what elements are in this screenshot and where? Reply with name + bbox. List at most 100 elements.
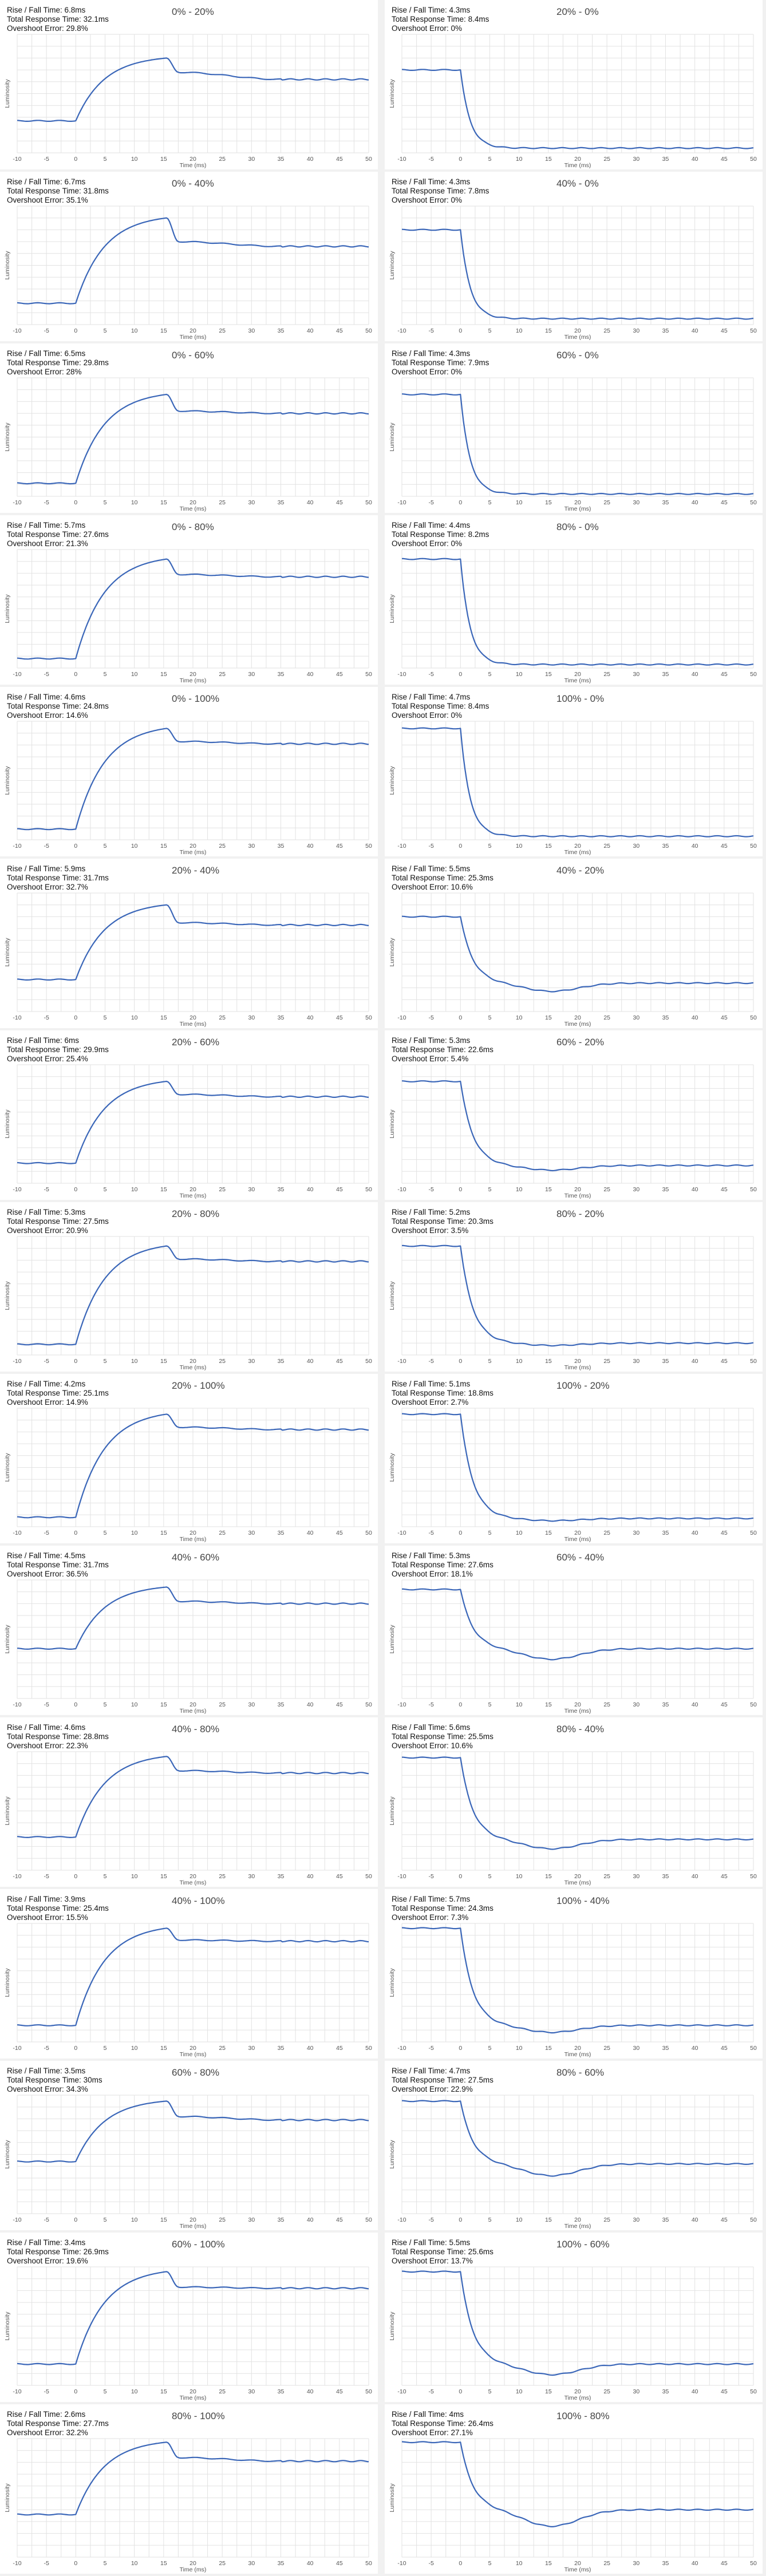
chart-title: 0% - 20% bbox=[172, 6, 214, 17]
total-response-time: Total Response Time: 8.4ms bbox=[392, 702, 489, 710]
x-tick-label: -10 bbox=[397, 1014, 406, 1021]
x-tick-label: 45 bbox=[336, 1873, 343, 1880]
x-tick-label: 20 bbox=[574, 2560, 581, 2567]
x-tick-label: -10 bbox=[397, 1358, 406, 1365]
x-tick-label: -10 bbox=[13, 671, 21, 678]
x-tick-label: 25 bbox=[603, 1186, 610, 1193]
chart-panel: Rise / Fall Time: 3.9ms Total Response Ti… bbox=[0, 1889, 378, 2059]
overshoot-error: Overshoot Error: 0% bbox=[392, 196, 463, 204]
rise-fall-time: Rise / Fall Time: 6ms bbox=[7, 1036, 80, 1045]
x-tick-label: 10 bbox=[131, 2388, 138, 2395]
series-line bbox=[401, 2270, 754, 2376]
x-axis-label: Time (ms) bbox=[180, 677, 207, 684]
x-tick-label: 25 bbox=[219, 1014, 226, 1021]
overshoot-error: Overshoot Error: 28% bbox=[7, 368, 82, 376]
total-response-time: Total Response Time: 25.6ms bbox=[392, 2247, 493, 2256]
chart-title: 40% - 80% bbox=[172, 1724, 220, 1735]
line-chart: -10 -5 0 5 10 15 20 25 30 35 40 45 50 Time (ms) Lumino… bbox=[389, 2095, 757, 2230]
y-axis-label: Luminosity bbox=[4, 594, 11, 623]
x-tick-label: 5 bbox=[104, 1186, 107, 1193]
chart-title: 60% - 80% bbox=[172, 2067, 220, 2078]
x-tick-label: 15 bbox=[545, 1014, 552, 1021]
line-chart: -10 -5 0 5 10 15 20 25 30 35 40 45 50 Time (ms) Lumino… bbox=[389, 2266, 757, 2401]
chart-title: 80% - 40% bbox=[556, 1724, 605, 1735]
x-tick-label: 15 bbox=[545, 1701, 552, 1708]
stats-block: Rise / Fall Time: 3.5ms Total Response Ti… bbox=[7, 2067, 102, 2094]
chart-title: 80% - 20% bbox=[556, 1208, 605, 1219]
x-tick-label: 5 bbox=[104, 671, 107, 678]
total-response-time: Total Response Time: 31.7ms bbox=[7, 874, 109, 882]
overshoot-error: Overshoot Error: 18.1% bbox=[392, 1570, 473, 1578]
stats-block: Rise / Fall Time: 4.3ms Total Response Ti… bbox=[392, 177, 489, 205]
x-tick-label: 25 bbox=[603, 1358, 610, 1365]
x-tick-label: 30 bbox=[633, 671, 639, 678]
x-tick-label: 35 bbox=[662, 2560, 669, 2567]
line-chart: -10 -5 0 5 10 15 20 25 30 35 40 45 50 Time (ms) Lumino… bbox=[389, 721, 757, 856]
x-tick-label: 50 bbox=[365, 156, 372, 163]
x-axis-label: Time (ms) bbox=[564, 1192, 591, 1199]
x-tick-label: 50 bbox=[750, 499, 757, 506]
x-tick-label: 5 bbox=[488, 2388, 492, 2395]
chart-panel: Rise / Fall Time: 3.4ms Total Response Ti… bbox=[0, 2233, 378, 2402]
x-tick-label: 40 bbox=[692, 2217, 698, 2223]
x-tick-label: 45 bbox=[721, 2560, 728, 2567]
chart-panel: Rise / Fall Time: 5.1ms Total Response Ti… bbox=[385, 1374, 763, 1543]
x-tick-label: 5 bbox=[104, 156, 107, 163]
overshoot-error: Overshoot Error: 36.5% bbox=[7, 1570, 88, 1578]
series-line bbox=[17, 1756, 369, 1838]
x-tick-label: 0 bbox=[459, 156, 462, 163]
series-line bbox=[17, 2271, 369, 2365]
x-tick-label: 15 bbox=[545, 843, 552, 850]
x-tick-label: 50 bbox=[365, 2560, 372, 2567]
x-tick-label: 35 bbox=[278, 156, 285, 163]
x-tick-label: 15 bbox=[545, 327, 552, 334]
x-tick-label: 25 bbox=[603, 843, 610, 850]
chart-panel: Rise / Fall Time: 4.3ms Total Response Ti… bbox=[385, 0, 763, 169]
x-tick-label: -5 bbox=[428, 1186, 433, 1193]
x-tick-label: -5 bbox=[428, 2560, 433, 2567]
x-tick-label: 50 bbox=[365, 499, 372, 506]
line-chart: -10 -5 0 5 10 15 20 25 30 35 40 45 50 Time (ms) Lumino… bbox=[389, 2438, 757, 2573]
x-tick-label: 10 bbox=[516, 499, 523, 506]
x-tick-label: 10 bbox=[131, 1873, 138, 1880]
chart-title: 100% - 40% bbox=[556, 1895, 610, 1906]
rise-fall-time: Rise / Fall Time: 6.7ms bbox=[7, 177, 86, 186]
x-tick-label: 20 bbox=[574, 671, 581, 678]
x-tick-label: 0 bbox=[74, 843, 77, 850]
x-tick-label: 20 bbox=[189, 843, 196, 850]
y-axis-label: Luminosity bbox=[4, 1453, 11, 1482]
stats-block: Rise / Fall Time: 5.7ms Total Response Ti… bbox=[392, 1895, 493, 1922]
x-tick-label: -5 bbox=[428, 1358, 433, 1365]
stats-block: Rise / Fall Time: 4.7ms Total Response Ti… bbox=[392, 2067, 493, 2094]
rise-fall-time: Rise / Fall Time: 4.3ms bbox=[392, 349, 471, 358]
x-tick-label: 30 bbox=[633, 1530, 639, 1536]
x-tick-label: 40 bbox=[307, 499, 314, 506]
rise-fall-time: Rise / Fall Time: 5.3ms bbox=[7, 1208, 86, 1216]
x-tick-label: 5 bbox=[488, 1530, 492, 1536]
line-chart: -10 -5 0 5 10 15 20 25 30 35 40 45 50 Time (ms) Lumino… bbox=[389, 1408, 757, 1543]
x-tick-label: -5 bbox=[428, 843, 433, 850]
x-tick-label: 45 bbox=[336, 1014, 343, 1021]
x-tick-label: 20 bbox=[189, 327, 196, 334]
x-tick-label: 35 bbox=[278, 1358, 285, 1365]
rise-fall-time: Rise / Fall Time: 2.6ms bbox=[7, 2410, 86, 2419]
rise-fall-time: Rise / Fall Time: 4.4ms bbox=[392, 521, 471, 530]
x-tick-label: -10 bbox=[397, 156, 406, 163]
x-tick-label: 5 bbox=[104, 2388, 107, 2395]
x-tick-label: 35 bbox=[662, 2045, 669, 2052]
series-line bbox=[17, 2441, 369, 2516]
x-tick-label: -5 bbox=[428, 1530, 433, 1536]
x-tick-label: 10 bbox=[131, 1186, 138, 1193]
x-tick-label: -10 bbox=[397, 327, 406, 334]
x-tick-label: 10 bbox=[131, 499, 138, 506]
stats-block: Rise / Fall Time: 4.7ms Total Response Ti… bbox=[392, 693, 489, 720]
x-tick-label: 10 bbox=[131, 1358, 138, 1365]
x-axis-label: Time (ms) bbox=[180, 1021, 207, 1028]
line-chart: -10 -5 0 5 10 15 20 25 30 35 40 45 50 Time (ms) Lumino… bbox=[389, 206, 757, 341]
y-axis-label: Luminosity bbox=[4, 251, 11, 280]
x-tick-label: 50 bbox=[365, 843, 372, 850]
line-chart: -10 -5 0 5 10 15 20 25 30 35 40 45 50 Time (ms) Lumino… bbox=[389, 377, 757, 512]
chart-title: 100% - 60% bbox=[556, 2239, 610, 2250]
x-axis-label: Time (ms) bbox=[180, 1708, 207, 1714]
x-tick-label: 15 bbox=[160, 1358, 167, 1365]
